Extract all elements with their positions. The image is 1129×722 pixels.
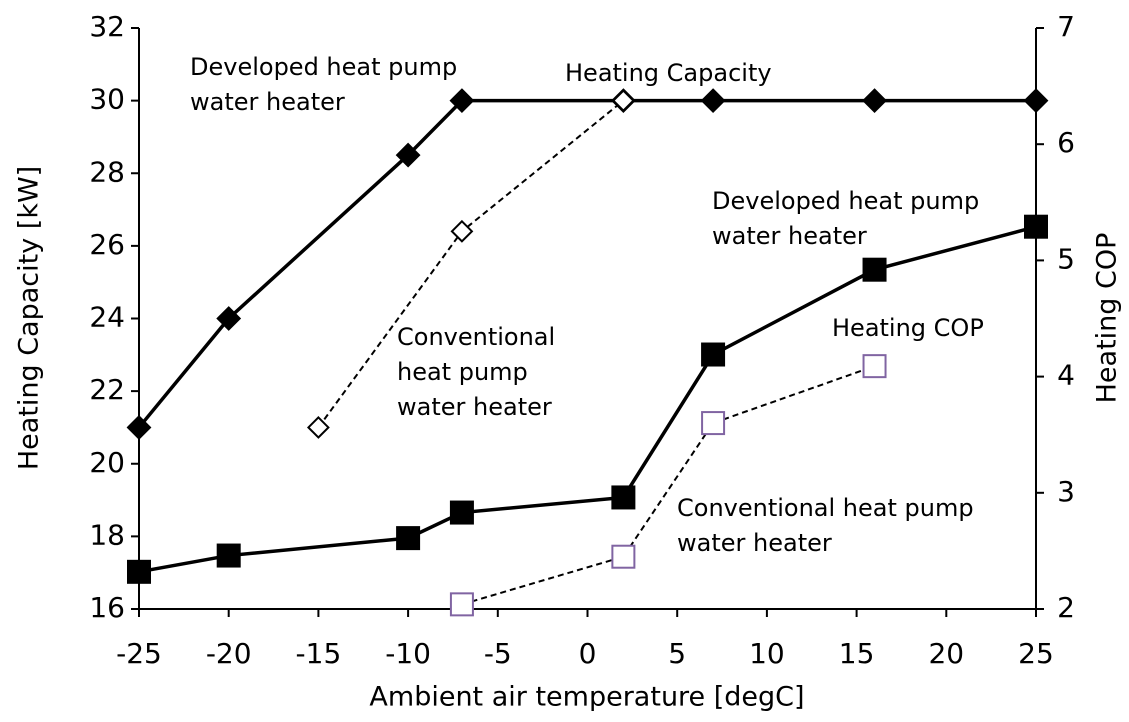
annotation: Developed heat pump [712, 187, 979, 215]
annotation: water heater [190, 88, 345, 116]
marker [701, 411, 726, 436]
annotation: water heater [712, 222, 867, 250]
annotation: heat pump [397, 358, 528, 386]
y-tick-label: 32 [89, 10, 125, 43]
x-tick-label: 20 [928, 637, 964, 670]
x-axis-label: Ambient air temperature [degC] [369, 682, 804, 713]
marker [862, 88, 887, 114]
y-tick-label: 24 [89, 301, 125, 334]
marker [395, 142, 421, 168]
marker [449, 88, 475, 114]
y2-tick-label: 6 [1057, 126, 1075, 159]
marker [611, 485, 636, 510]
y-tick-label: 26 [89, 228, 125, 261]
x-tick-label: -10 [385, 637, 431, 670]
marker [862, 354, 887, 379]
marker [306, 416, 330, 439]
annotation: water heater [397, 393, 552, 421]
annotation: Conventional heat pump [677, 494, 974, 522]
marker [450, 219, 474, 243]
annotation: Heating COP [832, 314, 984, 342]
y2-axis-label: Heating COP [1092, 233, 1123, 404]
y-tick-label: 28 [89, 155, 125, 188]
marker [700, 88, 726, 114]
y2-tick-label: 7 [1057, 10, 1075, 43]
marker [449, 592, 474, 617]
marker [611, 544, 636, 569]
x-tick-label: -20 [206, 637, 252, 670]
y2-tick-label: 4 [1057, 359, 1075, 392]
marker [1023, 88, 1049, 114]
y2-tick-label: 3 [1057, 475, 1075, 508]
annotation: water heater [677, 529, 832, 557]
annotation: Heating Capacity [565, 59, 772, 87]
x-tick-label: -5 [484, 637, 512, 670]
x-tick-label: 5 [668, 637, 686, 670]
marker [611, 89, 635, 113]
marker [701, 342, 726, 367]
marker [216, 306, 242, 331]
x-tick-label: 15 [839, 637, 875, 670]
y2-tick-label: 5 [1057, 242, 1075, 275]
y-tick-label: 18 [89, 518, 125, 551]
marker [127, 559, 151, 584]
y2-tick-label: 2 [1057, 591, 1075, 624]
y-tick-label: 22 [89, 373, 125, 406]
y-tick-label: 16 [89, 591, 125, 624]
marker [862, 257, 887, 282]
series-line [138, 225, 1037, 574]
marker [396, 526, 421, 551]
marker [449, 500, 474, 525]
marker [216, 543, 241, 568]
marker [126, 415, 152, 440]
x-tick-label: -15 [296, 637, 342, 670]
annotation: Conventional [397, 323, 555, 351]
marker [1024, 214, 1048, 239]
y-tick-label: 30 [89, 83, 125, 116]
y-tick-label: 20 [89, 446, 125, 479]
y-axis-label: Heating Capacity [kW] [14, 166, 45, 470]
x-tick-label: 10 [749, 637, 785, 670]
series-line [137, 98, 1036, 429]
annotation: Developed heat pump [190, 53, 457, 81]
x-tick-label: 0 [579, 637, 597, 670]
x-tick-label: 25 [1018, 637, 1054, 670]
series-line [461, 365, 875, 606]
x-tick-label: -25 [116, 637, 162, 670]
